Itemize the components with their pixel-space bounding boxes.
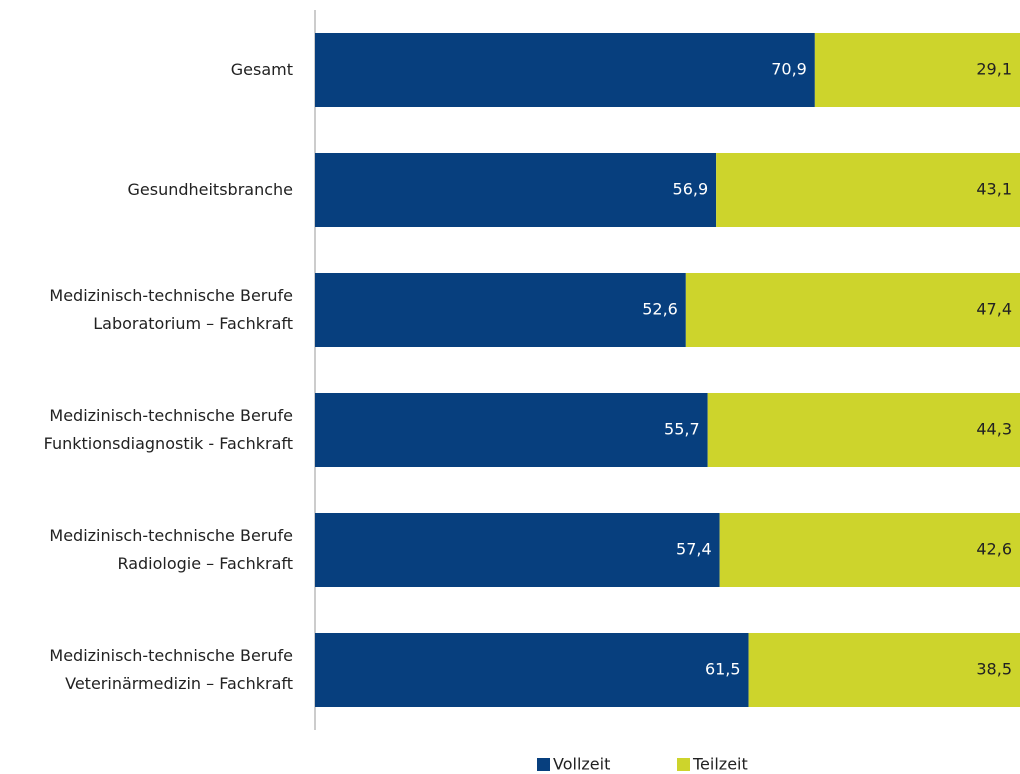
bar-segment xyxy=(315,513,720,587)
category-label: Gesundheitsbranche xyxy=(127,180,293,199)
value-label: 55,7 xyxy=(664,420,700,439)
bar-segment xyxy=(315,33,815,107)
bar-segment xyxy=(748,633,1020,707)
bar-segment xyxy=(814,33,1020,107)
category-label: Medizinisch-technische Berufe Veterinärm… xyxy=(49,646,293,693)
value-label: 38,5 xyxy=(976,660,1012,679)
category-label: Medizinisch-technische Berufe Laboratori… xyxy=(49,286,293,333)
value-label: 61,5 xyxy=(705,660,741,679)
value-label: 56,9 xyxy=(673,180,709,199)
value-label: 29,1 xyxy=(976,60,1012,79)
value-label: 52,6 xyxy=(642,300,678,319)
value-label: 70,9 xyxy=(771,60,807,79)
bar-segment xyxy=(716,153,1020,227)
bar-segment xyxy=(315,393,708,467)
value-label: 44,3 xyxy=(976,420,1012,439)
legend-swatch xyxy=(677,758,690,771)
bar-segment xyxy=(315,273,686,347)
value-label: 57,4 xyxy=(676,540,712,559)
legend-label: Vollzeit xyxy=(553,755,610,774)
value-label: 42,6 xyxy=(976,540,1012,559)
legend-label: Teilzeit xyxy=(692,755,748,774)
value-label: 47,4 xyxy=(976,300,1012,319)
value-label: 43,1 xyxy=(976,180,1012,199)
category-label: Gesamt xyxy=(230,60,293,79)
category-label: Medizinisch-technische Berufe Funktionsd… xyxy=(43,406,293,453)
category-label: Medizinisch-technische Berufe Radiologie… xyxy=(49,526,293,573)
bar-segment xyxy=(685,273,1020,347)
legend-swatch xyxy=(537,758,550,771)
bar-segment xyxy=(315,633,749,707)
bar-segment xyxy=(719,513,1020,587)
bar-segment xyxy=(315,153,717,227)
bar-segment xyxy=(707,393,1020,467)
